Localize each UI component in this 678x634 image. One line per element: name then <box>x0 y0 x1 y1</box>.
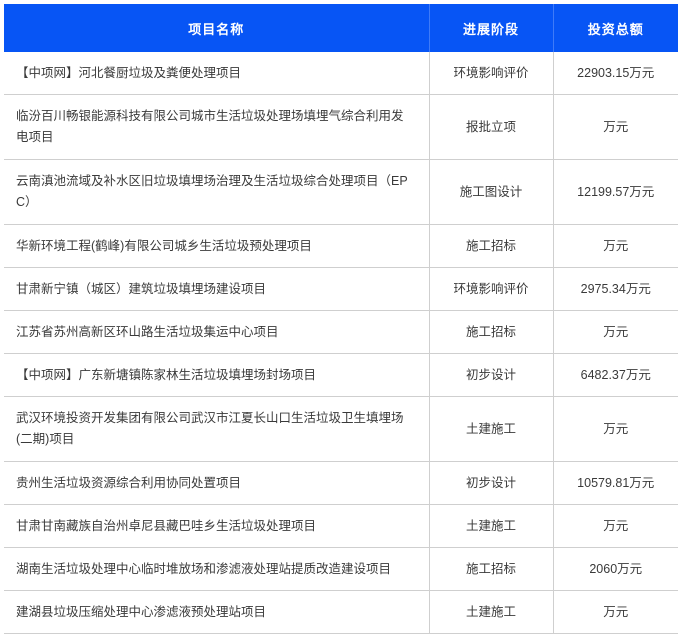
cell-investment-amount: 2060万元 <box>553 547 678 591</box>
cell-investment-amount: 12199.57万元 <box>553 159 678 225</box>
table-row[interactable]: 甘肃新宁镇（城区）建筑垃圾填埋场建设项目 环境影响评价 2975.34万元 <box>4 267 678 311</box>
table-row[interactable]: 江苏省苏州高新区环山路生活垃圾集运中心项目 施工招标 万元 <box>4 310 678 354</box>
column-header-investment: 投资总额 <box>553 4 678 52</box>
cell-project-name[interactable]: 甘肃甘南藏族自治州卓尼县藏巴哇乡生活垃圾处理项目 <box>4 504 430 548</box>
table-row[interactable]: 建湖县垃圾压缩处理中心渗滤液预处理站项目 土建施工 万元 <box>4 590 678 634</box>
cell-progress-stage: 施工招标 <box>429 310 554 354</box>
cell-project-name[interactable]: 湖南生活垃圾处理中心临时堆放场和渗滤液处理站提质改造建设项目 <box>4 547 430 591</box>
cell-progress-stage: 施工图设计 <box>429 159 554 225</box>
cell-progress-stage: 初步设计 <box>429 353 554 397</box>
cell-progress-stage: 环境影响评价 <box>429 267 554 311</box>
cell-progress-stage: 土建施工 <box>429 504 554 548</box>
cell-investment-amount: 万元 <box>553 504 678 548</box>
cell-progress-stage: 施工招标 <box>429 224 554 268</box>
cell-project-name[interactable]: 武汉环境投资开发集团有限公司武汉市江夏长山口生活垃圾卫生填埋场(二期)项目 <box>4 396 430 462</box>
cell-project-name[interactable]: 【中项网】广东新塘镇陈家林生活垃圾填埋场封场项目 <box>4 353 430 397</box>
cell-project-name[interactable]: 临汾百川畅银能源科技有限公司城市生活垃圾处理场填埋气综合利用发电项目 <box>4 94 430 160</box>
cell-investment-amount: 6482.37万元 <box>553 353 678 397</box>
cell-progress-stage: 报批立项 <box>429 94 554 160</box>
table-header: 项目名称 进展阶段 投资总额 <box>4 4 678 52</box>
cell-project-name[interactable]: 江苏省苏州高新区环山路生活垃圾集运中心项目 <box>4 310 430 354</box>
table-header-row: 项目名称 进展阶段 投资总额 <box>4 4 678 52</box>
cell-investment-amount: 万元 <box>553 590 678 634</box>
table-row[interactable]: 云南滇池流域及补水区旧垃圾填埋场治理及生活垃圾综合处理项目（EPC） 施工图设计 1… <box>4 159 678 225</box>
cell-progress-stage: 土建施工 <box>429 590 554 634</box>
cell-project-name[interactable]: 【中项网】河北餐厨垃圾及粪便处理项目 <box>4 52 430 95</box>
cell-progress-stage: 环境影响评价 <box>429 52 554 95</box>
cell-investment-amount: 万元 <box>553 396 678 462</box>
cell-investment-amount: 万元 <box>553 310 678 354</box>
table-row[interactable]: 武汉环境投资开发集团有限公司武汉市江夏长山口生活垃圾卫生填埋场(二期)项目 土建施… <box>4 396 678 462</box>
column-header-project-name: 项目名称 <box>4 4 430 52</box>
table-row[interactable]: 临汾百川畅银能源科技有限公司城市生活垃圾处理场填埋气综合利用发电项目 报批立项 万元 <box>4 94 678 160</box>
cell-investment-amount: 10579.81万元 <box>553 461 678 505</box>
cell-project-name[interactable]: 华新环境工程(鹤峰)有限公司城乡生活垃圾预处理项目 <box>4 224 430 268</box>
table-row[interactable]: 湖南生活垃圾处理中心临时堆放场和渗滤液处理站提质改造建设项目 施工招标 2060万元 <box>4 547 678 591</box>
column-header-stage: 进展阶段 <box>429 4 554 52</box>
table-row[interactable]: 【中项网】河北餐厨垃圾及粪便处理项目 环境影响评价 22903.15万元 <box>4 52 678 95</box>
cell-investment-amount: 万元 <box>553 224 678 268</box>
cell-progress-stage: 施工招标 <box>429 547 554 591</box>
cell-investment-amount: 22903.15万元 <box>553 52 678 95</box>
cell-investment-amount: 万元 <box>553 94 678 160</box>
cell-project-name[interactable]: 建湖县垃圾压缩处理中心渗滤液预处理站项目 <box>4 590 430 634</box>
table-row[interactable]: 甘肃甘南藏族自治州卓尼县藏巴哇乡生活垃圾处理项目 土建施工 万元 <box>4 504 678 548</box>
cell-project-name[interactable]: 甘肃新宁镇（城区）建筑垃圾填埋场建设项目 <box>4 267 430 311</box>
project-table: 项目名称 进展阶段 投资总额 【中项网】河北餐厨垃圾及粪便处理项目 环境影响评价 2… <box>4 4 678 634</box>
cell-project-name[interactable]: 贵州生活垃圾资源综合利用协同处置项目 <box>4 461 430 505</box>
cell-progress-stage: 初步设计 <box>429 461 554 505</box>
cell-project-name[interactable]: 云南滇池流域及补水区旧垃圾填埋场治理及生活垃圾综合处理项目（EPC） <box>4 159 430 225</box>
table-row[interactable]: 贵州生活垃圾资源综合利用协同处置项目 初步设计 10579.81万元 <box>4 461 678 505</box>
cell-investment-amount: 2975.34万元 <box>553 267 678 311</box>
table-body: 【中项网】河北餐厨垃圾及粪便处理项目 环境影响评价 22903.15万元 临汾百川畅银… <box>4 52 678 634</box>
table-row[interactable]: 【中项网】广东新塘镇陈家林生活垃圾填埋场封场项目 初步设计 6482.37万元 <box>4 353 678 397</box>
cell-progress-stage: 土建施工 <box>429 396 554 462</box>
table-row[interactable]: 华新环境工程(鹤峰)有限公司城乡生活垃圾预处理项目 施工招标 万元 <box>4 224 678 268</box>
